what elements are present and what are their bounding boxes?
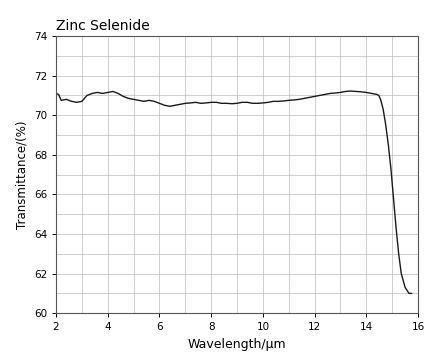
Y-axis label: Transmittance/(%): Transmittance/(%) [15, 120, 28, 229]
Text: Zinc Selenide: Zinc Selenide [56, 19, 150, 33]
X-axis label: Wavelength/μm: Wavelength/μm [187, 338, 286, 351]
